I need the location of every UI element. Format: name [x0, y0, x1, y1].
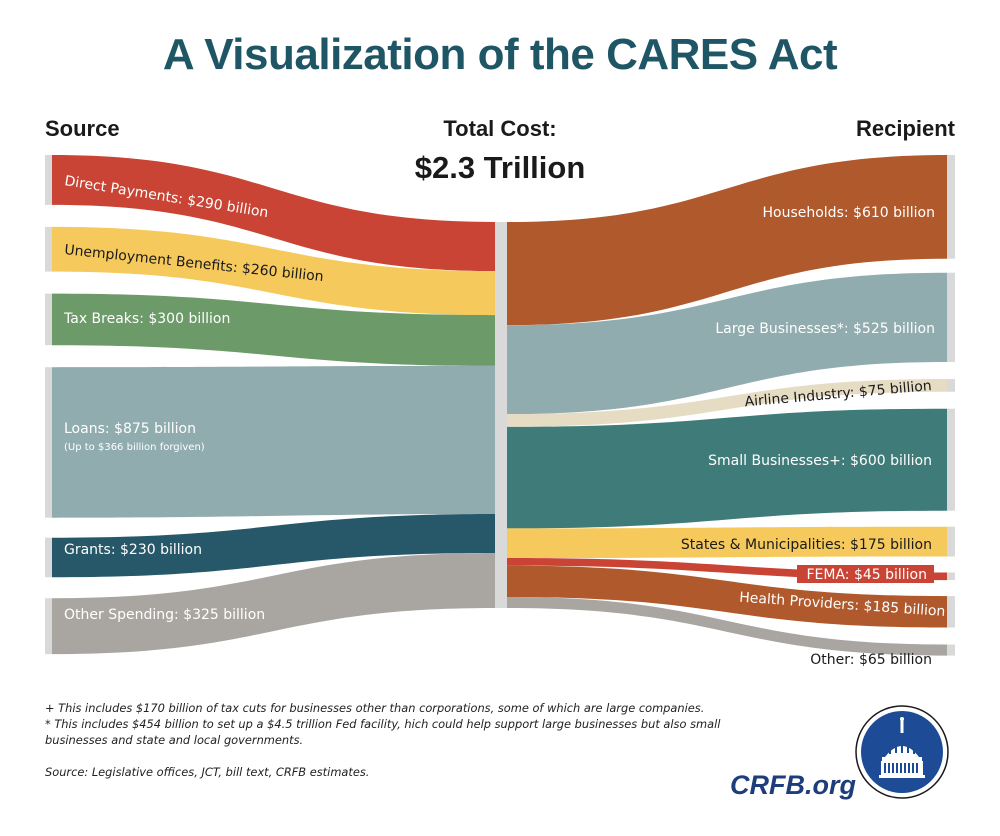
source-column-header: Source — [45, 116, 120, 141]
recipient-label-box-fema — [797, 565, 934, 583]
source-label-other-spending: Other Spending: $325 billion — [64, 607, 265, 623]
flow-other-spending — [52, 552, 495, 655]
recipient-tab-airline-industry — [947, 378, 955, 392]
source-flows — [52, 155, 495, 655]
source-label-grants: Grants: $230 billion — [64, 542, 202, 558]
sankey-diagram: Direct Payments: $290 billionUnemploymen… — [45, 155, 955, 668]
flow-large-businesses — [507, 272, 947, 415]
recipient-label-fema: FEMA: $45 billion — [806, 567, 927, 583]
source-tab-direct-payments — [45, 155, 52, 205]
recipient-tab-large-businesses — [947, 272, 955, 362]
flow-airline-industry — [507, 378, 947, 427]
source-tab-tax-breaks — [45, 293, 52, 346]
page-title: A Visualization of the CARES Act — [162, 30, 838, 79]
recipient-tab-health-providers — [947, 596, 955, 628]
recipient-label-states-municipalities: States & Municipalities: $175 billion — [681, 537, 932, 553]
source-tab-other-spending — [45, 598, 52, 655]
total-cost-header: Total Cost: — [443, 116, 557, 141]
recipient-column-header: Recipient — [855, 116, 955, 141]
flow-direct-payments — [52, 155, 495, 272]
flow-small-businesses — [507, 408, 947, 529]
flow-other — [507, 596, 947, 656]
recipient-tab-other — [947, 644, 955, 656]
flow-loans — [52, 365, 495, 518]
recipient-label-small-businesses: Small Businesses+: $600 billion — [708, 453, 932, 469]
recipient-tab-households — [947, 155, 955, 259]
source-sublabel-loans: (Up to $366 billion forgiven) — [64, 442, 205, 453]
flow-tax-breaks — [52, 293, 495, 366]
recipient-tab-states-municipalities — [947, 526, 955, 557]
capitol-dome-icon — [855, 705, 949, 799]
source-tab-loans — [45, 367, 52, 518]
footnotes: + This includes $170 billion of tax cuts… — [45, 700, 745, 780]
brand-link[interactable]: CRFB.org — [730, 770, 856, 800]
node-tabs — [45, 155, 955, 656]
source-tab-grants — [45, 537, 52, 578]
flow-states-municipalities — [507, 526, 947, 559]
recipient-tab-fema — [947, 572, 955, 581]
source-tab-unemployment-benefits — [45, 226, 52, 272]
source-label-tax-breaks: Tax Breaks: $300 billion — [63, 311, 230, 327]
flow-households — [507, 155, 947, 326]
footnote-star: * This includes $454 billion to set up a… — [45, 717, 721, 747]
recipient-label-large-businesses: Large Businesses*: $525 billion — [715, 321, 935, 337]
source-label-loans: Loans: $875 billion — [64, 421, 196, 437]
flow-grants — [52, 514, 495, 578]
recipient-tab-small-businesses — [947, 408, 955, 511]
flow-health-providers — [507, 565, 947, 628]
center-total-bar — [495, 222, 507, 608]
recipient-label-households: Households: $610 billion — [762, 205, 935, 221]
total-cost-value: $2.3 Trillion — [414, 150, 586, 185]
source-note: Source: Legislative offices, JCT, bill t… — [45, 765, 370, 779]
recipient-label-other: Other: $65 billion — [810, 652, 932, 668]
flow-unemployment-benefits — [52, 226, 495, 316]
footnote-plus: + This includes $170 billion of tax cuts… — [45, 701, 705, 715]
